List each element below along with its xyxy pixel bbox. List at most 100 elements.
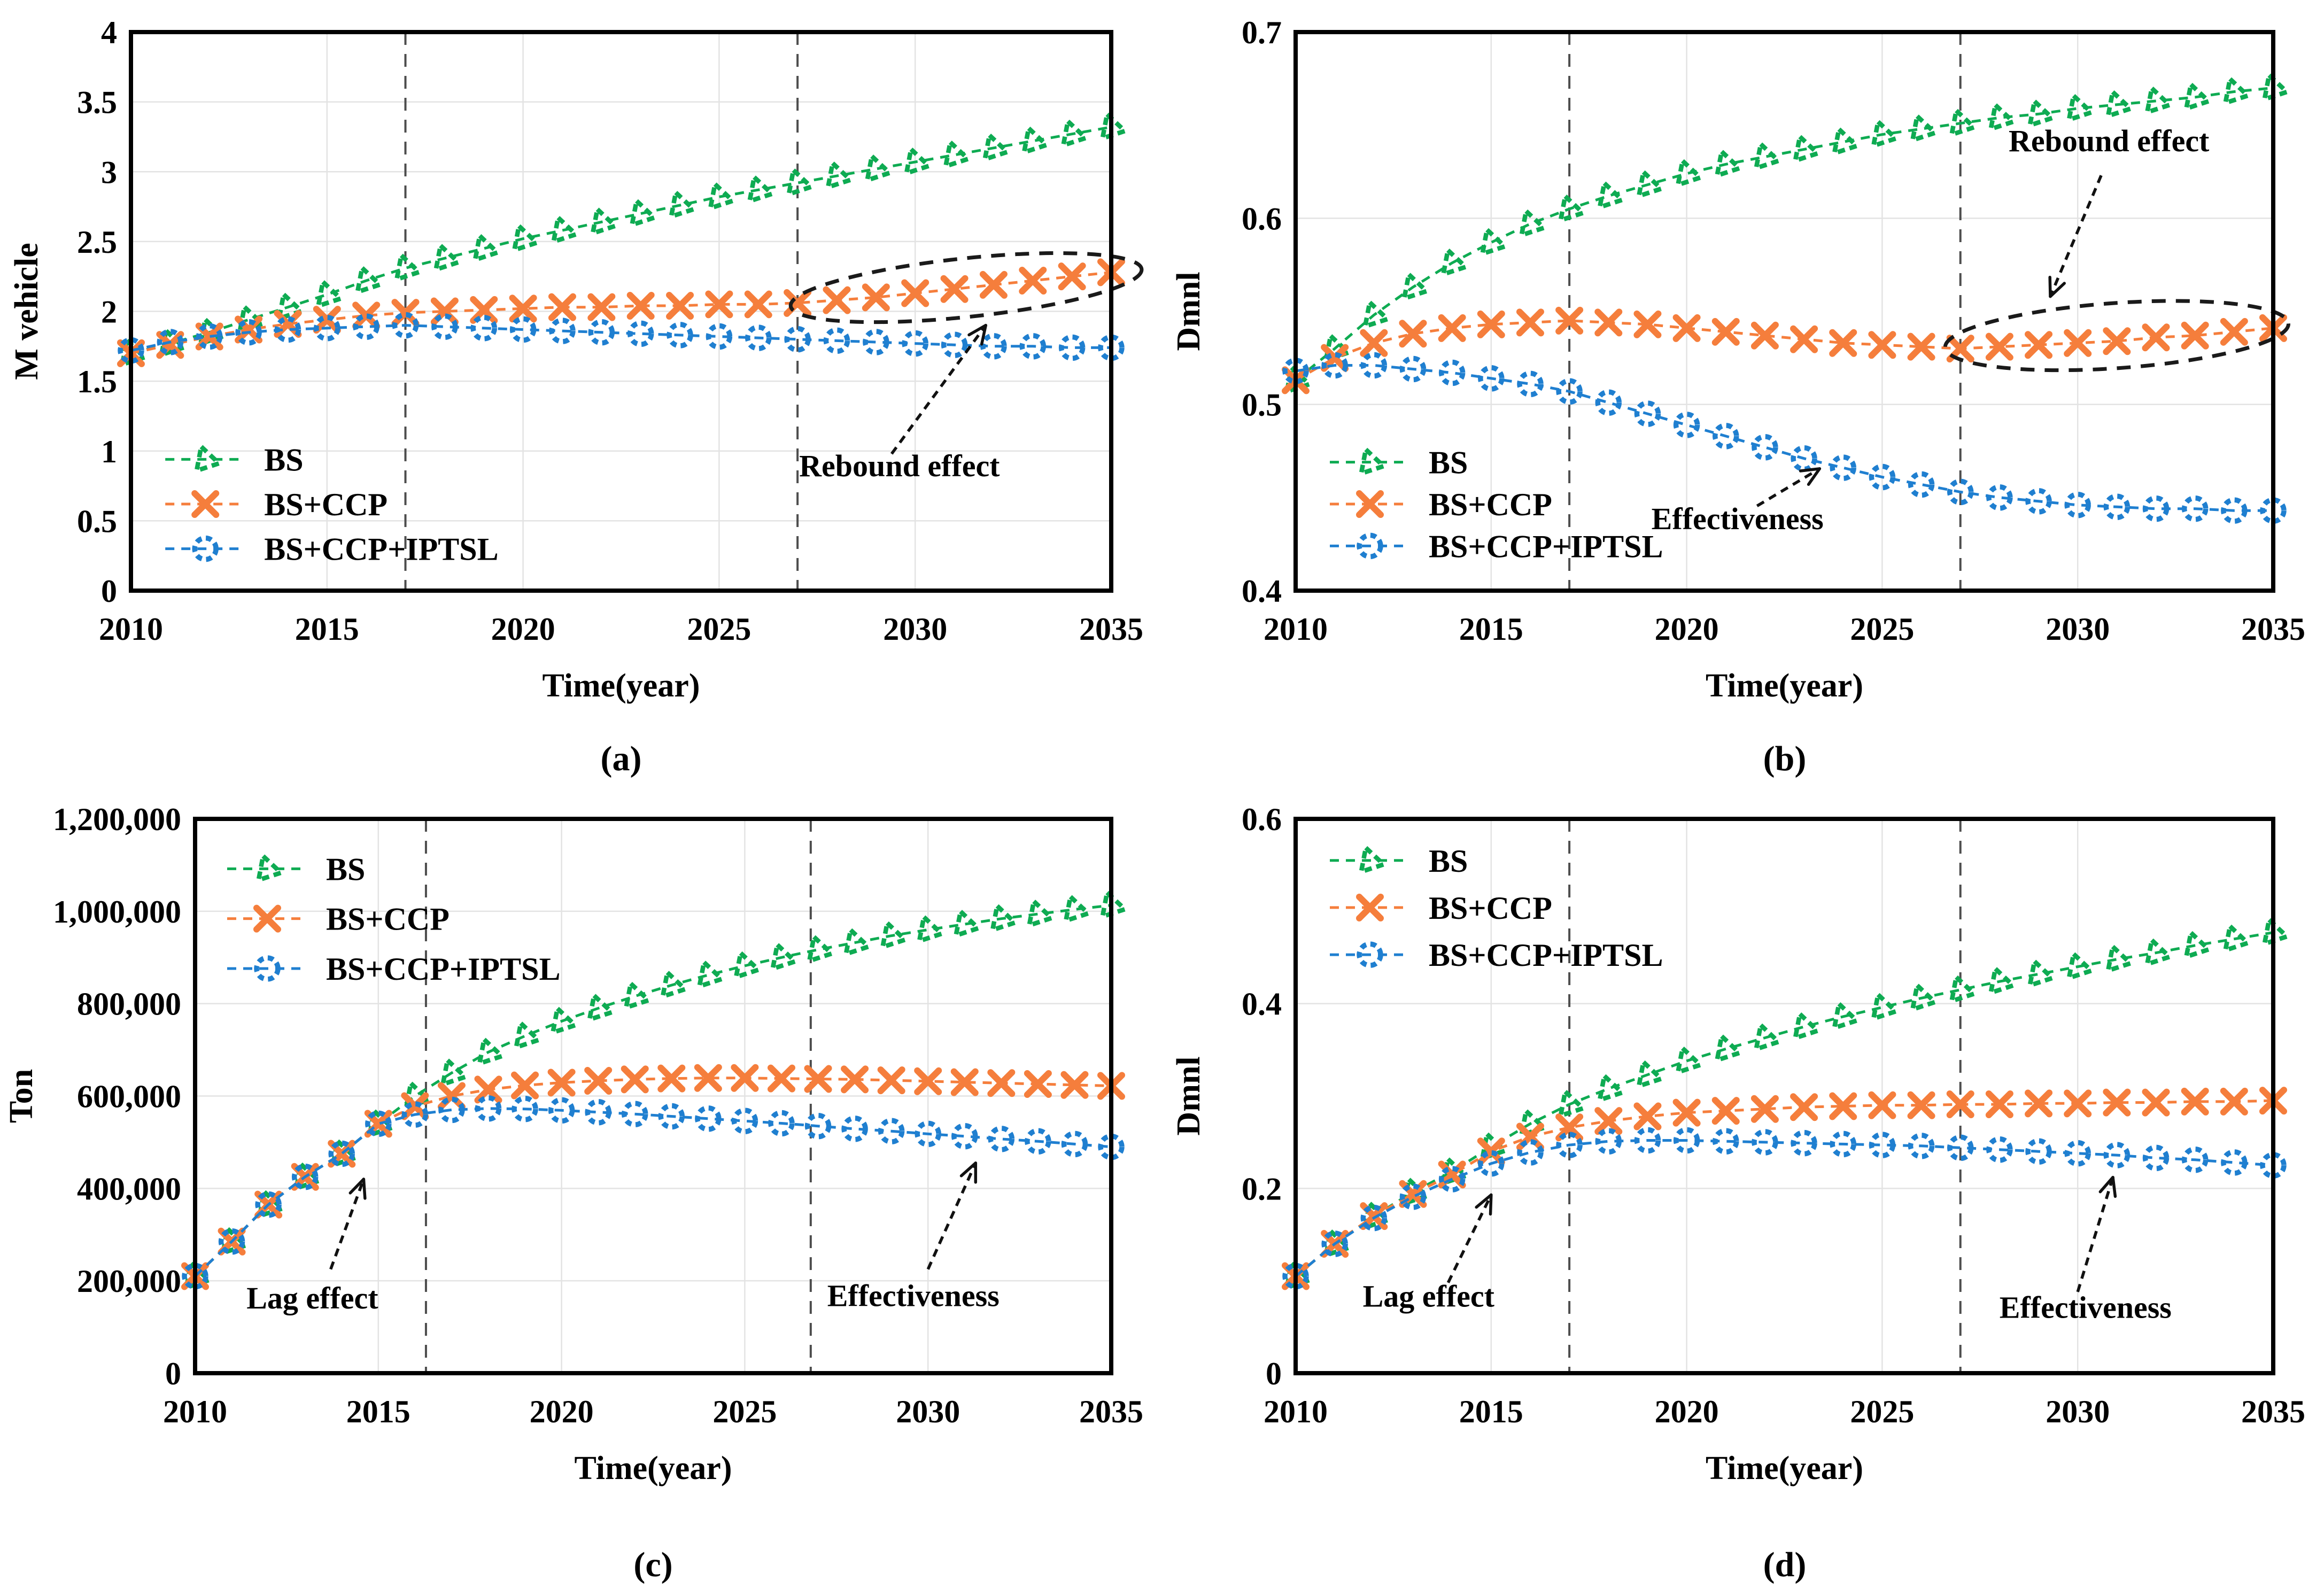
bs-marker-icon <box>549 1004 580 1036</box>
bs-ccp-iptsl-marker-icon <box>1399 355 1427 383</box>
bs-ccp-iptsl-marker-icon <box>902 330 928 357</box>
bs-ccp-marker-icon <box>1058 262 1086 291</box>
bs-ccp-iptsl-marker-icon <box>392 312 419 339</box>
bs-ccp-iptsl-marker-icon <box>731 1108 758 1134</box>
legend: BS BS+CCP BS+CCP+IPTSL <box>1330 843 1663 973</box>
annotation-arrowhead <box>959 1162 978 1178</box>
bs-ccp-iptsl-marker-icon <box>951 1122 978 1150</box>
bs-ccp-marker-icon <box>391 299 420 327</box>
highlight-ellipse <box>1943 299 2291 373</box>
bs-ccp-marker-icon <box>1477 1137 1505 1166</box>
x-tick-label: 2030 <box>2046 611 2110 647</box>
bs-ccp-iptsl-marker-icon <box>627 320 654 347</box>
bs-ccp-iptsl-marker-icon <box>2064 492 2091 518</box>
bs-ccp-marker-icon <box>2181 1087 2209 1116</box>
panel-a: Rebound effect 2010 2015 2020 2025 2030 2035 0 0… <box>0 0 1162 798</box>
bs-ccp-iptsl-marker-icon <box>1791 1129 1817 1157</box>
bs-marker-icon <box>2105 87 2135 120</box>
bs-ccp-iptsl-marker-icon <box>1986 1136 2013 1163</box>
bs-ccp-iptsl-marker-icon <box>784 326 811 353</box>
bs-ccp-marker-icon <box>1790 1093 1818 1121</box>
y-tick-label: 0.5 <box>77 504 117 539</box>
annotation-label-effectiveness: Effectiveness <box>1652 501 1824 536</box>
chart-b-svg: Rebound effect Effectiveness 2010 2015 2020 2… <box>1171 15 2305 704</box>
bs-ccp-iptsl-marker-icon <box>1673 412 1700 438</box>
bs-ccp-marker-icon <box>1868 1091 1896 1119</box>
bs-ccp-marker-icon <box>547 1069 576 1097</box>
bs-ccp-iptsl-marker-icon <box>2064 1140 2091 1167</box>
annotation-arrow <box>2049 175 2103 297</box>
y-tick-label: 2.5 <box>77 224 117 260</box>
bs-ccp-iptsl-marker-icon <box>706 323 733 350</box>
bs-marker-icon <box>586 991 616 1023</box>
bs-ccp-iptsl-marker-icon <box>768 1110 795 1137</box>
bs-marker-icon <box>1675 1043 1705 1076</box>
caption-d: (d) <box>1763 1545 1807 1584</box>
bs-ccp-marker-icon <box>950 1068 979 1096</box>
bs-marker-icon <box>879 918 910 950</box>
y-axis-title: Ton <box>3 1069 40 1123</box>
legend-item-bs-ccp: BS+CCP <box>1330 891 1552 926</box>
y-tick-label: 1,200,000 <box>53 802 181 837</box>
series-markers-bs <box>1284 71 2291 395</box>
annotation-label-rebound-effect: Rebound effect <box>799 448 1000 483</box>
legend-label: BS+CCP <box>1429 487 1552 522</box>
bs-marker-icon <box>1831 125 1861 157</box>
legend-item-bs: BS <box>1330 445 1468 481</box>
bs-marker-icon <box>1753 1020 1783 1052</box>
bs-ccp-marker-icon <box>1594 308 1623 337</box>
bs-ccp-iptsl-marker-icon <box>1830 1131 1856 1158</box>
series-markers-bs-ccp <box>1282 306 2287 394</box>
bs-ccp-marker-icon <box>621 1065 649 1094</box>
bs-ccp-iptsl-marker-icon <box>2221 1149 2248 1176</box>
bs-marker-icon <box>1792 1009 1822 1042</box>
bs-marker-icon <box>1988 964 2018 996</box>
bs-marker-icon <box>746 173 777 205</box>
bs-ccp-iptsl-marker-icon <box>235 319 262 346</box>
y-tick-label: 0.6 <box>1242 802 1282 837</box>
x-tick-label: 2035 <box>1079 611 1143 647</box>
bs-ccp-iptsl-marker-icon <box>1556 378 1583 405</box>
x-tick-label: 2010 <box>99 611 163 647</box>
y-tick-label: 0.5 <box>1242 388 1282 423</box>
bs-ccp-iptsl-marker-icon <box>353 313 379 340</box>
bs-ccp-iptsl-marker-icon <box>1869 1132 1896 1158</box>
bs-ccp-iptsl-marker-icon <box>157 329 184 355</box>
bs-ccp-marker-icon <box>877 1066 905 1095</box>
bs-ccp-iptsl-marker-icon <box>274 316 301 343</box>
legend-item-bs-ccp: BS+CCP <box>227 902 450 937</box>
caption-c: (c) <box>633 1545 673 1584</box>
annotation-arrowhead <box>967 323 987 337</box>
bs-marker-icon <box>2144 83 2174 116</box>
y-tick-label: 3 <box>101 154 117 190</box>
y-tick-label: 0 <box>1266 1356 1282 1391</box>
bs-ccp-iptsl-marker-icon <box>1399 1183 1427 1210</box>
bs-marker-icon <box>942 137 973 170</box>
bs-ccp-iptsl-marker-icon <box>1321 352 1348 379</box>
bs-marker-icon <box>433 241 463 273</box>
annotation-label-lag-effect: Lag effect <box>1363 1279 1495 1314</box>
bs-ccp-marker-icon <box>1711 318 1740 346</box>
bs-ccp-marker-icon <box>1985 332 2013 361</box>
bs-ccp-iptsl-marker-icon <box>1908 471 1935 498</box>
bs-ccp-marker-icon <box>1477 310 1505 338</box>
highlight-ellipse <box>788 251 1144 324</box>
annotation-label-effectiveness: Effectiveness <box>2000 1290 2172 1325</box>
bs-ccp-marker-icon <box>511 1071 539 1100</box>
bs-marker-icon <box>707 180 738 212</box>
bs-ccp-iptsl-marker-icon <box>475 1095 502 1122</box>
bs-ccp-legend-marker-icon <box>1356 893 1384 922</box>
bs-ccp-iptsl-marker-icon <box>667 322 693 349</box>
bs-ccp-marker-icon <box>1750 321 1779 350</box>
y-tick-label: 1,000,000 <box>53 894 181 930</box>
plot-border <box>193 817 1113 1375</box>
x-tick-label: 2010 <box>1264 1394 1328 1429</box>
bs-ccp-marker-icon <box>1633 310 1662 338</box>
legend-item-bs: BS <box>165 442 304 477</box>
bs-ccp-iptsl-marker-icon <box>1517 1139 1544 1166</box>
bs-ccp-iptsl-legend-marker-icon <box>192 535 219 562</box>
bs-ccp-marker-icon <box>2025 1089 2053 1118</box>
bs-ccp-iptsl-marker-icon <box>255 1191 282 1218</box>
bs-marker-icon <box>952 907 983 939</box>
bs-marker-icon <box>1753 140 1783 172</box>
